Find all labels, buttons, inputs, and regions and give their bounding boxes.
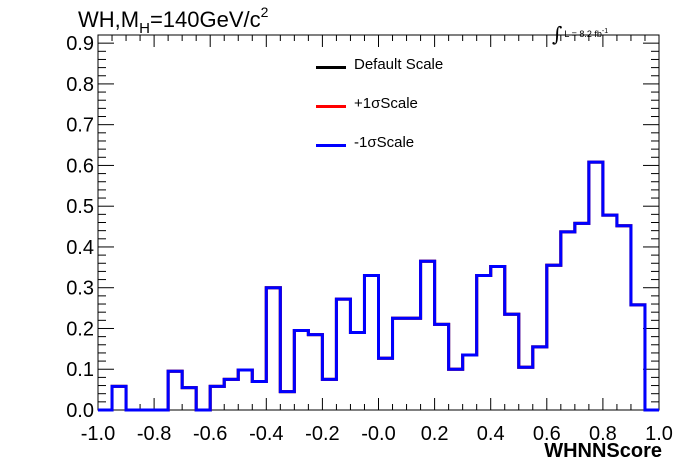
x-tick-label: -0.8 <box>137 423 171 445</box>
y-tick-label: 0.9 <box>66 33 94 55</box>
legend-swatch-plus1sigma <box>316 105 346 108</box>
legend-label-default: Default Scale <box>354 56 444 73</box>
legend-label-plus1sigma: +1σScale <box>354 95 418 112</box>
y-tick-label: 0.5 <box>66 196 94 218</box>
legend-swatch-minus1sigma <box>316 144 346 147</box>
x-tick-label: 0.6 <box>533 423 561 445</box>
luminosity-label: ∫ L = 8.2 fb-1 <box>552 18 609 46</box>
y-tick-label: 0.7 <box>66 115 94 137</box>
chart-title: WH,MH=140GeV/c2 <box>78 4 268 37</box>
y-tick-label: 0.3 <box>66 278 94 300</box>
y-tick-label: 0.2 <box>66 318 94 340</box>
x-tick-label: -0.6 <box>193 423 227 445</box>
y-tick-label: 0.1 <box>66 359 94 381</box>
luminosity-unit-exponent: -1 <box>601 28 609 35</box>
x-tick-label: 1.0 <box>645 423 673 445</box>
integral-symbol: ∫ <box>552 22 563 46</box>
x-tick-label: -0.2 <box>305 423 339 445</box>
title-subscript: H <box>139 20 150 37</box>
y-tick-label: 0.6 <box>66 155 94 177</box>
histogram-series-2 <box>98 160 659 412</box>
y-tick-label: 0.0 <box>66 400 94 422</box>
x-tick-label: 0.4 <box>477 423 505 445</box>
title-mid: =140GeV/c <box>149 7 261 32</box>
x-tick-label: 0.8 <box>589 423 617 445</box>
x-tick-label: -0.0 <box>361 423 395 445</box>
legend-label-minus1sigma: -1σScale <box>354 134 415 151</box>
x-tick-label: 0.2 <box>421 423 449 445</box>
title-superscript: 2 <box>260 4 269 20</box>
x-tick-label: -1.0 <box>81 423 115 445</box>
x-tick-label: -0.4 <box>249 423 283 445</box>
luminosity-text: L = 8.2 fb <box>564 29 602 39</box>
legend-swatch-default <box>316 66 346 69</box>
y-tick-label: 0.4 <box>66 237 94 259</box>
title-main: WH,M <box>78 7 140 32</box>
y-tick-label: 0.8 <box>66 74 94 96</box>
x-axis-label: WHNNScore <box>544 440 662 462</box>
